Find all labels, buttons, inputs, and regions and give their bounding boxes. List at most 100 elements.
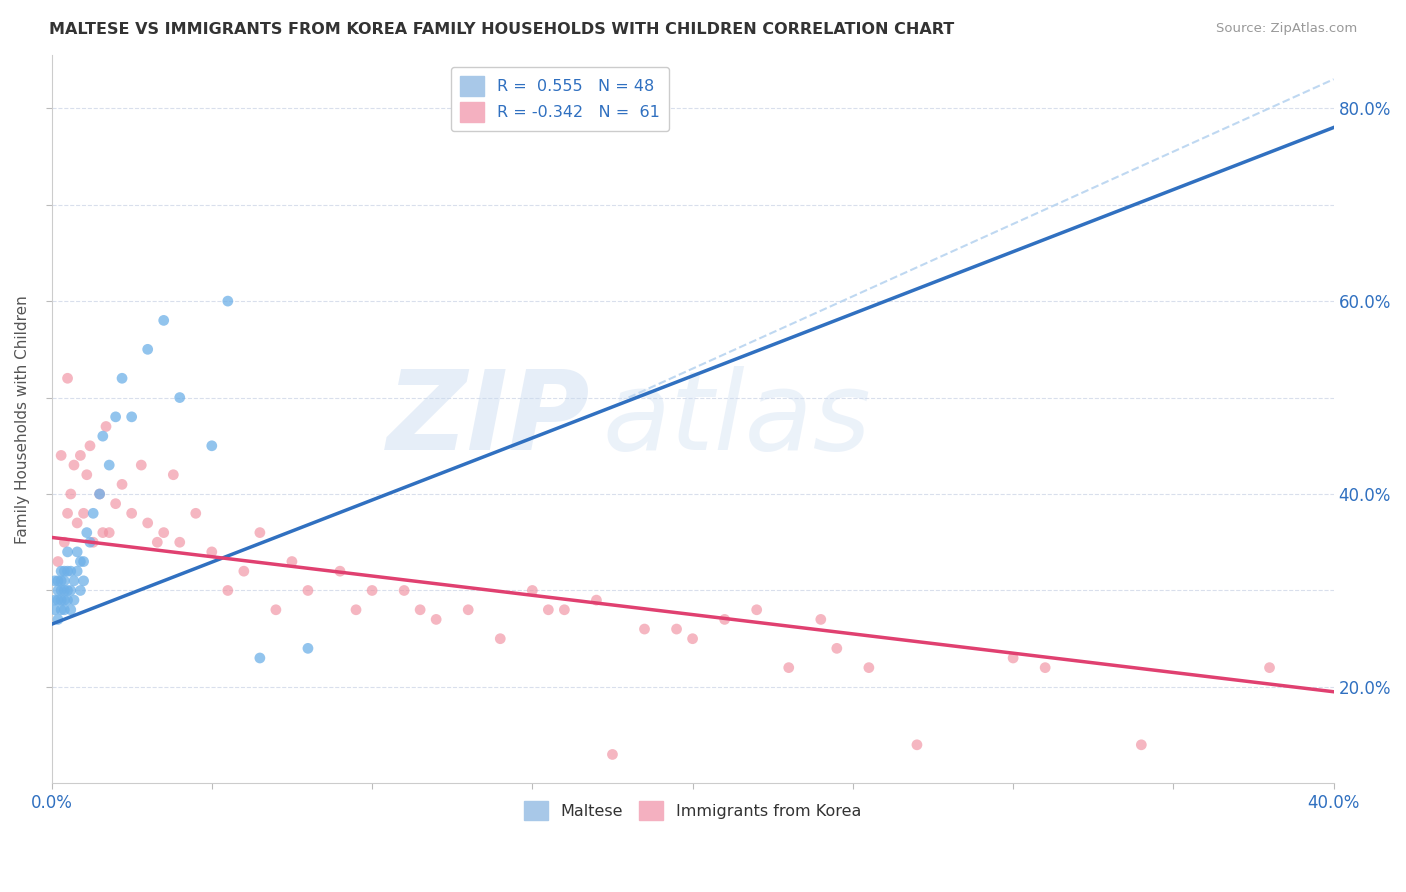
Point [44,593,66,607]
Point [69,449,91,463]
Point [56,371,79,385]
Point [53,574,76,588]
Point [56,593,79,607]
Point [810,612,832,626]
Point [49,564,72,578]
Point [49,449,72,463]
Point [264,603,287,617]
Point [66,545,89,559]
Point [72,506,94,520]
Point [76,525,98,540]
Point [56,583,79,598]
Point [49,574,72,588]
Point [53,564,76,578]
Text: Source: ZipAtlas.com: Source: ZipAtlas.com [1216,22,1357,36]
Point [1033,660,1056,674]
Point [361,583,384,598]
Point [69,555,91,569]
Point [111,477,134,491]
Text: MALTESE VS IMMIGRANTS FROM KOREA FAMILY HOUSEHOLDS WITH CHILDREN CORRELATION CHA: MALTESE VS IMMIGRANTS FROM KOREA FAMILY … [49,22,955,37]
Point [602,747,624,762]
Point [59,603,82,617]
Point [63,574,86,588]
Point [249,525,271,540]
Point [79,439,101,453]
Point [82,506,104,520]
Point [49,603,72,617]
Point [79,535,101,549]
Point [49,593,72,607]
Point [825,641,848,656]
Point [297,583,319,598]
Point [46,612,69,626]
Point [522,583,544,598]
Point [162,467,184,482]
Point [281,555,304,569]
Point [91,429,114,443]
Point [46,593,69,607]
Point [136,343,159,357]
Point [56,564,79,578]
Point [169,535,191,549]
Point [63,593,86,607]
Point [858,660,880,674]
Point [98,525,121,540]
Point [46,574,69,588]
Point [169,391,191,405]
Point [745,603,768,617]
Text: atlas: atlas [603,366,872,473]
Point [46,555,69,569]
Point [66,516,89,530]
Point [46,583,69,598]
Point [184,506,207,520]
Point [53,593,76,607]
Point [63,458,86,472]
Point [56,506,79,520]
Point [152,313,174,327]
Point [111,371,134,385]
Point [53,583,76,598]
Point [104,497,127,511]
Point [1002,651,1025,665]
Point [121,506,143,520]
Point [1130,738,1153,752]
Point [778,660,800,674]
Point [56,545,79,559]
Point [44,603,66,617]
Point [91,525,114,540]
Point [72,574,94,588]
Point [217,294,239,309]
Point [72,555,94,569]
Point [82,535,104,549]
Point [537,603,560,617]
Point [553,603,575,617]
Point [682,632,704,646]
Point [905,738,928,752]
Point [425,612,447,626]
Point [713,612,735,626]
Point [136,516,159,530]
Point [217,583,239,598]
Point [585,593,607,607]
Point [94,419,117,434]
Point [53,535,76,549]
Point [409,603,432,617]
Y-axis label: Family Households with Children: Family Households with Children [15,295,30,543]
Point [121,409,143,424]
Point [232,564,254,578]
Point [392,583,415,598]
Point [59,564,82,578]
Point [329,564,352,578]
Point [152,525,174,540]
Point [69,583,91,598]
Point [76,467,98,482]
Point [344,603,367,617]
Point [59,583,82,598]
Point [489,632,512,646]
Text: ZIP: ZIP [387,366,591,473]
Point [104,409,127,424]
Point [49,583,72,598]
Point [1258,660,1281,674]
Point [44,574,66,588]
Point [59,487,82,501]
